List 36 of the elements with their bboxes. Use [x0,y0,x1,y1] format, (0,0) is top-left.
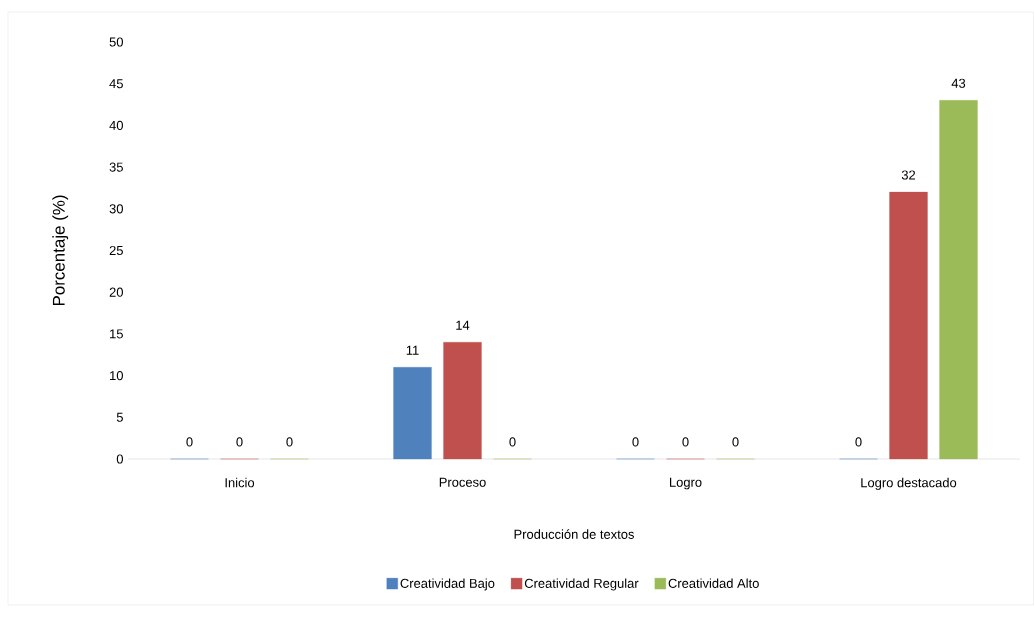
data-label: 11 [406,345,419,355]
y-axis-title: Porcentaje (%) [52,195,69,306]
x-tick-label: Logro destacado [861,477,957,490]
y-tick-label: 50 [109,37,123,47]
data-label: 43 [951,78,966,88]
legend-label: Creatividad Alto [668,578,759,588]
data-label: 0 [855,437,862,447]
y-tick-label: 0 [116,454,123,464]
data-label: 0 [732,437,739,447]
y-tick-label: 35 [109,162,123,172]
y-tick-label: 45 [109,79,123,89]
data-label: 0 [286,437,293,447]
legend-label: Creatividad Bajo [400,578,495,591]
data-label: 0 [236,437,243,447]
y-tick-label: 15 [110,329,123,339]
y-tick-label: 5 [116,412,123,422]
data-label: 0 [186,437,193,447]
y-tick-label: 40 [109,120,123,130]
x-tick-label: Logro [670,477,702,490]
data-label: 0 [509,437,516,447]
y-tick-label: 20 [109,287,123,297]
data-label: 0 [632,437,639,447]
bar [443,342,482,460]
x-tick-label: Proceso [439,477,486,487]
x-tick-label: Inicio [225,477,255,488]
data-label: 14 [456,320,470,330]
bar [393,367,432,460]
y-tick-label: 10 [110,371,123,381]
y-tick-label: 30 [109,204,123,214]
y-tick-label: 25 [109,245,123,256]
data-label: 0 [682,437,689,447]
x-axis-title: Producción de textos [514,529,634,539]
bar [889,191,928,460]
data-label: 32 [901,170,916,180]
legend-label: Creatividad Regular [524,578,639,591]
bar [939,100,978,460]
